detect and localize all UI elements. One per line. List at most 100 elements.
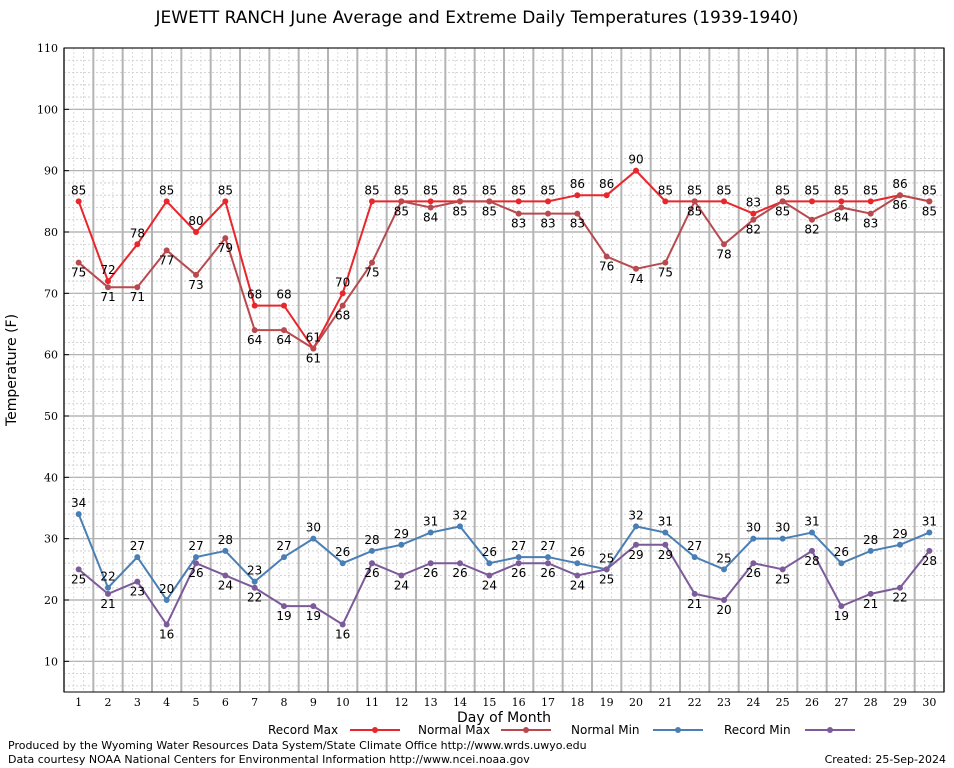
data-label: 85 (716, 183, 731, 197)
data-point (310, 603, 317, 610)
y-tick-label: 110 (37, 42, 58, 55)
data-label: 28 (804, 554, 819, 568)
data-point (721, 597, 727, 603)
data-point (105, 284, 111, 291)
data-label: 27 (511, 539, 526, 553)
data-label: 25 (71, 572, 86, 586)
y-tick-label: 80 (44, 226, 58, 239)
x-tick-label: 1 (75, 696, 82, 709)
data-label: 26 (423, 566, 438, 580)
data-label: 29 (394, 527, 409, 541)
data-label: 27 (130, 539, 145, 553)
data-label: 84 (423, 210, 438, 224)
data-label: 24 (218, 578, 233, 592)
data-label: 85 (687, 183, 702, 197)
data-label: 34 (71, 496, 86, 510)
x-tick-label: 28 (864, 696, 878, 709)
data-label: 85 (775, 183, 790, 197)
data-point (926, 198, 933, 205)
data-point (105, 278, 111, 285)
credits-line-1: Produced by the Wyoming Water Resources … (8, 739, 587, 752)
data-label: 23 (247, 564, 262, 578)
data-label: 27 (188, 539, 203, 553)
data-label: 16 (159, 628, 174, 642)
data-point (75, 198, 82, 205)
data-label: 75 (658, 266, 673, 280)
data-point (779, 535, 786, 542)
data-point (193, 554, 199, 561)
data-point (867, 547, 874, 554)
data-point (750, 210, 757, 217)
x-tick-label: 23 (717, 696, 731, 709)
data-point (222, 198, 229, 205)
data-point (662, 529, 669, 536)
data-point (721, 566, 727, 573)
y-tick-label: 70 (44, 287, 58, 300)
x-tick-label: 29 (893, 696, 907, 709)
data-point (486, 198, 493, 205)
data-point (339, 621, 346, 628)
series-line (78, 194, 930, 350)
data-point (222, 572, 229, 579)
data-point (310, 345, 317, 352)
data-label: 86 (599, 177, 614, 191)
data-label: 78 (130, 226, 145, 240)
legend-label: Normal Min (571, 723, 640, 737)
data-point (545, 210, 551, 217)
data-point (427, 204, 434, 211)
data-label: 24 (394, 578, 409, 592)
data-label: 85 (863, 183, 878, 197)
data-label: 61 (306, 331, 321, 345)
data-label: 31 (423, 515, 438, 529)
created-date: Created: 25-Sep-2024 (824, 753, 946, 766)
data-label: 28 (922, 554, 937, 568)
data-point (838, 198, 845, 205)
data-point (515, 560, 522, 567)
data-label: 26 (188, 566, 203, 580)
x-tick-label: 20 (629, 696, 643, 709)
x-tick-label: 12 (394, 696, 408, 709)
data-label: 77 (159, 253, 174, 267)
data-point (809, 216, 815, 223)
data-point (105, 590, 111, 597)
data-point (897, 584, 903, 591)
data-label: 68 (247, 288, 262, 302)
data-label: 85 (922, 183, 937, 197)
data-label: 31 (658, 515, 673, 529)
data-point (281, 554, 287, 561)
y-tick-label: 10 (44, 655, 58, 668)
data-point (574, 572, 581, 579)
data-point (105, 584, 111, 591)
x-axis-label: Day of Month (457, 710, 551, 726)
data-point (251, 302, 258, 309)
data-point (633, 523, 639, 530)
series-line (78, 543, 931, 627)
data-label: 68 (335, 309, 350, 323)
data-point (427, 560, 434, 567)
data-point (897, 192, 903, 199)
legend-marker (372, 727, 378, 733)
data-point (515, 198, 522, 205)
data-point (662, 541, 669, 548)
data-label: 26 (335, 545, 350, 559)
data-label: 29 (628, 548, 643, 562)
data-point (427, 198, 434, 205)
data-label: 83 (540, 217, 555, 231)
y-tick-label: 90 (44, 165, 58, 178)
data-point (339, 290, 346, 297)
data-label: 22 (100, 570, 115, 584)
data-point (222, 547, 229, 554)
series-line (77, 169, 930, 351)
data-label: 83 (511, 217, 526, 231)
legend-marker (523, 727, 529, 733)
data-label: 64 (276, 333, 291, 347)
series (75, 167, 933, 628)
data-point (809, 529, 815, 536)
data-point (867, 210, 874, 217)
data-point (867, 198, 874, 205)
data-label: 26 (540, 566, 555, 580)
data-point (897, 541, 903, 548)
legend-marker (675, 727, 681, 733)
data-label: 82 (804, 223, 819, 237)
